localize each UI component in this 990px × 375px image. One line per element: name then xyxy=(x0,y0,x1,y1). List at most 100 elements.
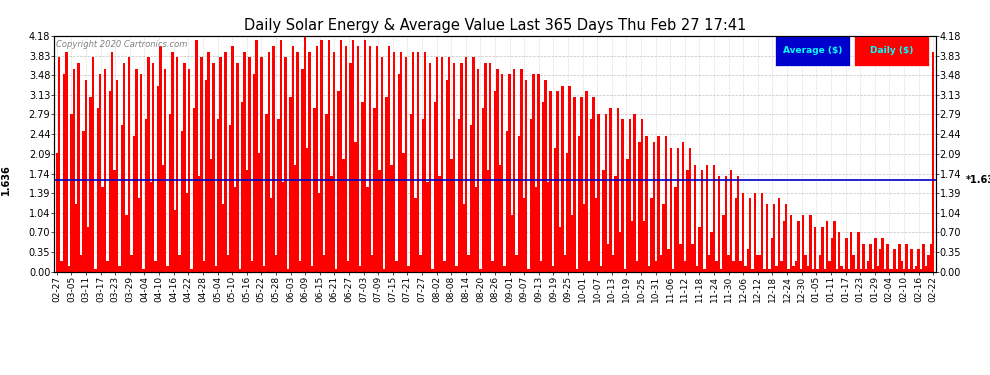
Bar xyxy=(847,269,850,272)
Bar xyxy=(867,261,869,272)
Bar xyxy=(376,46,378,272)
Bar xyxy=(467,255,469,272)
Bar xyxy=(328,40,330,272)
Bar xyxy=(232,46,234,272)
Bar xyxy=(718,176,720,272)
Bar xyxy=(906,244,908,272)
Bar xyxy=(265,114,267,272)
Bar xyxy=(578,136,580,272)
Bar xyxy=(270,198,272,272)
Bar xyxy=(889,269,891,272)
Bar xyxy=(701,170,703,272)
Bar xyxy=(361,102,363,272)
Bar xyxy=(664,136,667,272)
Bar xyxy=(171,52,173,272)
Bar xyxy=(346,261,349,272)
Bar xyxy=(903,269,906,272)
Bar xyxy=(446,80,448,272)
Bar xyxy=(918,249,920,272)
Bar xyxy=(484,63,486,272)
Bar xyxy=(898,244,901,272)
Bar xyxy=(737,176,740,272)
Bar xyxy=(178,255,181,272)
Bar xyxy=(313,108,316,272)
Bar xyxy=(479,269,482,272)
Bar xyxy=(508,74,511,272)
Bar xyxy=(566,153,568,272)
Bar xyxy=(826,221,829,272)
Bar xyxy=(106,261,109,272)
Bar xyxy=(573,97,575,272)
Bar xyxy=(679,244,681,272)
Bar xyxy=(862,244,864,272)
Bar xyxy=(439,176,441,272)
Bar xyxy=(207,52,210,272)
Bar xyxy=(551,266,554,272)
Bar xyxy=(672,269,674,272)
Bar xyxy=(220,57,222,272)
Bar xyxy=(97,108,99,272)
Bar xyxy=(725,176,728,272)
Bar xyxy=(841,266,842,272)
Bar xyxy=(708,255,711,272)
Bar xyxy=(812,269,814,272)
Bar xyxy=(410,114,412,272)
Bar xyxy=(289,97,292,272)
Bar xyxy=(123,63,126,272)
Bar xyxy=(248,57,250,272)
Bar xyxy=(84,80,87,272)
Bar xyxy=(343,159,345,272)
Bar xyxy=(893,249,896,272)
Bar xyxy=(896,269,898,272)
Bar xyxy=(568,86,571,272)
Title: Daily Solar Energy & Average Value Last 365 Days Thu Feb 27 17:41: Daily Solar Energy & Average Value Last … xyxy=(244,18,746,33)
Bar xyxy=(836,269,839,272)
Bar xyxy=(528,269,530,272)
Bar xyxy=(380,57,383,272)
Bar xyxy=(419,255,422,272)
Bar xyxy=(854,36,930,66)
Bar xyxy=(775,266,778,272)
Bar xyxy=(669,148,672,272)
Text: 1.636: 1.636 xyxy=(1,164,11,195)
Bar xyxy=(804,255,807,272)
Bar xyxy=(629,119,631,272)
Bar xyxy=(881,238,884,272)
Bar xyxy=(210,159,212,272)
Bar xyxy=(70,114,72,272)
Bar xyxy=(703,269,706,272)
Bar xyxy=(556,91,558,272)
Bar xyxy=(624,269,627,272)
Bar xyxy=(474,187,477,272)
Bar xyxy=(186,193,188,272)
Bar xyxy=(622,119,624,272)
Bar xyxy=(494,91,496,272)
Bar xyxy=(558,227,561,272)
Bar xyxy=(614,176,617,272)
Bar xyxy=(63,74,65,272)
Bar xyxy=(845,238,847,272)
Bar xyxy=(886,244,889,272)
Bar xyxy=(145,119,148,272)
Bar xyxy=(523,198,525,272)
Bar xyxy=(183,63,186,272)
Bar xyxy=(250,261,253,272)
Bar xyxy=(448,57,450,272)
Bar xyxy=(198,176,200,272)
Bar xyxy=(241,102,244,272)
Bar xyxy=(814,227,817,272)
Bar xyxy=(542,102,545,272)
Bar xyxy=(101,187,104,272)
Bar xyxy=(412,52,415,272)
Bar xyxy=(121,125,123,272)
Bar xyxy=(154,261,156,272)
Bar xyxy=(363,40,366,272)
Bar xyxy=(371,255,373,272)
Bar xyxy=(321,40,323,272)
Bar xyxy=(667,249,669,272)
Bar xyxy=(831,238,834,272)
Bar xyxy=(869,244,872,272)
Bar xyxy=(641,119,644,272)
Bar xyxy=(575,269,578,272)
Bar xyxy=(533,74,535,272)
